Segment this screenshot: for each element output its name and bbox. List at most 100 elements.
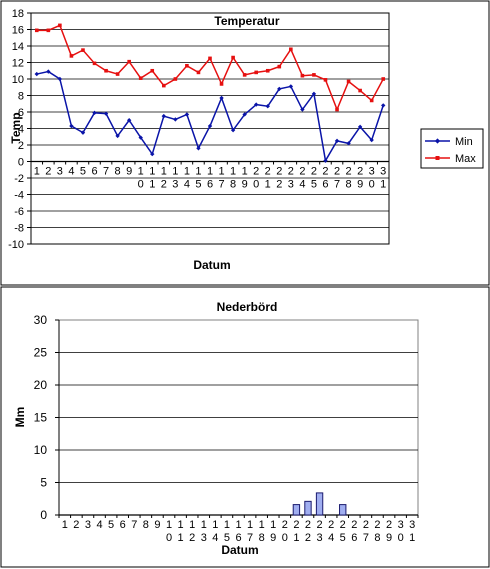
data-point-min — [381, 103, 386, 108]
temp-y-tick-label: 16 — [12, 25, 24, 37]
temp-y-tick-label: -2 — [14, 173, 24, 185]
temp-y-tick-label: -8 — [14, 223, 24, 235]
data-point-min — [219, 95, 224, 101]
data-point-max — [81, 48, 85, 52]
temp-y-tick-label: 4 — [18, 124, 24, 136]
precipitation-bar — [304, 500, 312, 516]
data-point-max — [300, 73, 305, 78]
data-point-max — [265, 68, 270, 73]
data-point-max — [127, 59, 131, 64]
data-point-min — [138, 135, 143, 140]
temp-x-tick-label: 4 — [68, 166, 74, 178]
data-point-max — [242, 73, 247, 77]
data-point-max — [346, 79, 351, 84]
temp-x-tick-label: 1 — [34, 166, 40, 178]
data-point-max — [254, 70, 258, 75]
temp-x-tick-label: 6 — [91, 166, 97, 178]
data-point-max — [150, 68, 155, 73]
temp-y-tick-label: 6 — [18, 107, 24, 119]
data-point-min — [161, 113, 167, 119]
data-point-max — [381, 77, 386, 81]
temp-y-tick-label: 0 — [18, 157, 24, 169]
data-point-max — [335, 107, 339, 112]
temp-y-tick-label: 10 — [12, 74, 24, 86]
rain-x-tick-label: 5 — [108, 519, 114, 531]
data-point-max — [162, 83, 166, 88]
legend-marker-min — [434, 138, 441, 144]
data-point-min — [288, 84, 294, 89]
data-point-min — [46, 69, 51, 74]
data-point-max — [115, 72, 120, 76]
precipitation-bar — [315, 492, 324, 516]
data-point-min — [150, 151, 155, 157]
data-point-min — [253, 102, 259, 107]
rain-x-tick-label: 7 — [131, 519, 137, 531]
rain-x-tick-label: 4 — [96, 519, 102, 531]
data-point-max — [46, 28, 51, 33]
rain-x-tick-label: 9 — [154, 519, 160, 531]
rain-y-tick-label: 10 — [34, 443, 48, 457]
rain-x-tick-label: 6 — [120, 519, 126, 531]
data-point-min — [92, 110, 97, 116]
temp-x-axis-label: Datum — [193, 258, 230, 272]
rain-x-tick-label: 2 — [73, 519, 79, 531]
temp-y-tick-label: -10 — [8, 239, 24, 251]
temp-chart-title: Temperatur — [214, 14, 279, 28]
data-point-min — [80, 130, 86, 135]
temp-y-tick-label: 2 — [18, 140, 24, 152]
rain-y-axis-label: Mm — [13, 407, 27, 428]
legend-box — [420, 128, 484, 169]
data-point-min — [173, 117, 178, 122]
data-point-max — [358, 88, 362, 93]
temp-legend: Min Max — [420, 128, 484, 169]
data-point-max — [69, 54, 74, 58]
data-point-max — [312, 73, 316, 77]
data-point-max — [289, 47, 293, 52]
data-point-min — [311, 91, 317, 97]
data-point-max — [196, 70, 201, 75]
temp-y-axis-label: Temp — [9, 112, 23, 143]
data-point-min — [300, 107, 305, 112]
data-point-min — [242, 112, 247, 117]
data-point-max — [92, 61, 97, 66]
data-point-min — [69, 123, 74, 129]
data-point-min — [230, 127, 236, 133]
data-point-min — [357, 124, 363, 130]
data-point-min — [369, 137, 374, 143]
temp-y-tick-label: 14 — [12, 41, 24, 53]
data-point-min — [34, 71, 39, 77]
temp-x-tick-label: 5 — [80, 166, 86, 178]
data-point-min — [103, 111, 109, 116]
temp-x-tick-label: 2 — [45, 166, 51, 178]
data-point-min — [184, 112, 190, 117]
